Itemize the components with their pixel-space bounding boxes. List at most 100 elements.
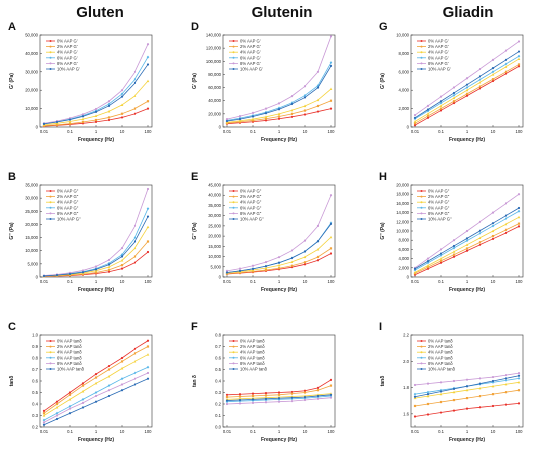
data-point bbox=[225, 269, 229, 272]
data-point bbox=[478, 386, 482, 390]
data-point bbox=[94, 400, 98, 403]
legend-entry: 4% AAP G'' bbox=[240, 200, 262, 205]
data-point bbox=[238, 269, 242, 272]
data-point bbox=[413, 270, 417, 274]
data-point bbox=[426, 261, 430, 265]
legend-marker bbox=[49, 345, 52, 348]
legend-entry: 8% AAP tanδ bbox=[428, 361, 453, 366]
y-tick-label: 20,000 bbox=[25, 88, 38, 93]
data-point bbox=[439, 95, 443, 98]
data-point bbox=[452, 96, 456, 100]
data-point bbox=[42, 412, 46, 415]
y-tick-label: 1.8 bbox=[403, 385, 409, 390]
y-tick-label: 0 bbox=[407, 275, 410, 280]
data-point bbox=[264, 401, 268, 404]
panel-h: H 0 2,000 4,000 6,000 8,000 10,000 12,000 14,000… bbox=[379, 171, 524, 293]
data-point bbox=[277, 112, 281, 115]
legend-entry: 4% AAP tanδ bbox=[428, 350, 453, 355]
y-tick-label: 50,000 bbox=[25, 33, 38, 38]
legend-marker bbox=[49, 62, 52, 65]
data-point bbox=[329, 87, 333, 90]
data-point bbox=[277, 108, 281, 111]
y-tick-label: 0.7 bbox=[32, 367, 38, 372]
legend-entry: 10% AAP G'' bbox=[57, 217, 81, 222]
legend-entry: 10% AAP G' bbox=[428, 67, 451, 72]
data-point bbox=[439, 259, 443, 262]
data-point bbox=[517, 63, 521, 66]
data-point bbox=[264, 117, 268, 120]
y-tick-label: 14,000 bbox=[396, 210, 409, 215]
legend-marker bbox=[420, 68, 423, 70]
legend-marker bbox=[420, 362, 423, 365]
data-point bbox=[107, 258, 111, 262]
data-point bbox=[277, 393, 281, 396]
data-point bbox=[491, 222, 495, 225]
y-tick-label: 30,000 bbox=[208, 213, 221, 218]
y-tick-label: 4,000 bbox=[399, 256, 410, 261]
panel-letter: C bbox=[8, 321, 16, 333]
data-point bbox=[81, 401, 85, 404]
y-tick-label: 0.6 bbox=[215, 356, 221, 361]
legend-entry: 8% AAP G'' bbox=[57, 211, 79, 216]
data-point bbox=[452, 244, 456, 248]
data-point bbox=[452, 86, 456, 89]
data-point bbox=[426, 104, 430, 107]
data-point bbox=[303, 261, 307, 264]
data-point bbox=[225, 120, 229, 124]
legend-entry: 0% AAP G'' bbox=[57, 189, 79, 194]
data-point bbox=[316, 70, 320, 73]
x-tick-label: 100 bbox=[145, 279, 153, 284]
data-point bbox=[316, 259, 320, 262]
data-point bbox=[504, 214, 508, 217]
data-point bbox=[120, 267, 124, 270]
data-point bbox=[413, 124, 417, 127]
data-point bbox=[491, 379, 495, 383]
data-point bbox=[264, 260, 268, 264]
data-point bbox=[81, 117, 85, 121]
data-point bbox=[42, 274, 46, 278]
data-point bbox=[413, 267, 417, 270]
data-point bbox=[81, 269, 85, 272]
data-point bbox=[277, 397, 281, 400]
y-tick-label: 20,000 bbox=[25, 222, 38, 227]
data-point bbox=[120, 360, 124, 363]
series-line bbox=[414, 402, 520, 417]
y-tick-label: 4,000 bbox=[399, 88, 410, 93]
y-tick-label: 0 bbox=[36, 275, 39, 280]
data-point bbox=[264, 265, 268, 268]
data-point bbox=[120, 89, 124, 92]
data-point bbox=[277, 117, 281, 120]
data-point bbox=[81, 384, 85, 387]
data-point bbox=[491, 73, 495, 76]
data-point bbox=[504, 217, 508, 221]
data-point bbox=[120, 103, 124, 107]
data-point bbox=[426, 390, 430, 394]
data-point bbox=[426, 402, 430, 406]
data-point bbox=[478, 78, 482, 82]
y-tick-label: 120,000 bbox=[206, 46, 222, 51]
legend-entry: 8% AAP G' bbox=[240, 61, 261, 66]
data-point bbox=[413, 122, 417, 125]
data-point bbox=[465, 229, 469, 233]
data-point bbox=[452, 250, 456, 253]
data-point bbox=[133, 261, 137, 264]
data-point bbox=[120, 389, 124, 392]
data-point bbox=[504, 202, 508, 205]
legend-entry: 2% AAP G'' bbox=[428, 194, 450, 199]
data-point bbox=[42, 418, 46, 422]
data-point bbox=[251, 117, 255, 121]
x-tick-label: 0.1 bbox=[438, 279, 444, 284]
data-point bbox=[303, 263, 307, 266]
data-point bbox=[55, 406, 59, 409]
y-tick-label: 0.3 bbox=[32, 413, 38, 418]
legend-entry: 0% AAP tanδ bbox=[57, 339, 82, 344]
y-tick-label: 0.6 bbox=[32, 379, 38, 384]
y-tick-label: 0.1 bbox=[215, 413, 221, 418]
data-point bbox=[146, 240, 150, 243]
data-point bbox=[55, 414, 59, 417]
data-point bbox=[133, 70, 137, 73]
data-point bbox=[225, 400, 229, 404]
data-point bbox=[491, 375, 495, 379]
data-point bbox=[491, 79, 495, 83]
x-axis-label: Frequency (Hz) bbox=[78, 287, 114, 293]
